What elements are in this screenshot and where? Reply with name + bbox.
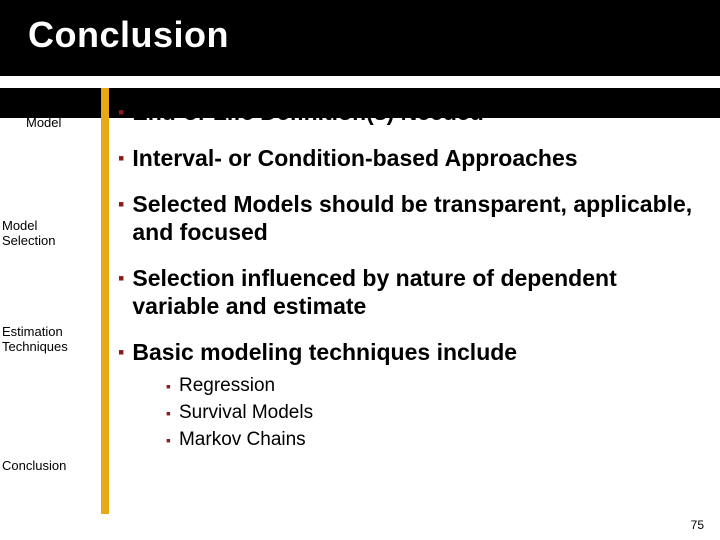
content-area: What to Model Model Selection Estimation… <box>0 88 720 540</box>
bullet-text: End-of-Life Definition(s) Needed <box>132 98 483 126</box>
sub-bullet-item: ▪ Regression <box>166 374 708 399</box>
outline-sidebar: What to Model Model Selection Estimation… <box>0 88 101 540</box>
page-number: 75 <box>691 518 704 532</box>
bullet-marker-icon: ▪ <box>166 401 171 425</box>
slide-title-bar: Conclusion <box>0 0 720 76</box>
bullet-text: Basic modeling techniques include <box>132 338 517 366</box>
bullet-text: Interval- or Condition-based Approaches <box>132 144 577 172</box>
sidebar-item-conclusion: Conclusion <box>2 458 97 474</box>
bullet-marker-icon: ▪ <box>118 338 124 366</box>
sidebar-item-what-to-model-line2: Model <box>2 115 97 131</box>
bullet-item: ▪ Selected Models should be transparent,… <box>118 190 708 246</box>
sidebar-item-model-selection: Model <box>2 218 97 234</box>
bullet-marker-icon: ▪ <box>118 144 124 172</box>
bullet-text: Selection influenced by nature of depend… <box>132 264 708 320</box>
sub-bullet-text: Markov Chains <box>179 428 306 453</box>
bullet-marker-icon: ▪ <box>166 428 171 452</box>
sidebar-item-estimation-techniques: Estimation <box>2 324 97 340</box>
sidebar-item-estimation-techniques-line2: Techniques <box>2 339 97 355</box>
bullet-marker-icon: ▪ <box>118 264 124 292</box>
bullet-item: ▪ End-of-Life Definition(s) Needed <box>118 98 708 126</box>
sub-bullet-item: ▪ Survival Models <box>166 401 708 426</box>
bullet-item: ▪ Basic modeling techniques include <box>118 338 708 366</box>
slide-title: Conclusion <box>28 14 229 55</box>
sub-bullet-text: Survival Models <box>179 401 313 426</box>
sub-bullet-item: ▪ Markov Chains <box>166 428 708 453</box>
bullet-marker-icon: ▪ <box>118 98 124 126</box>
bullet-item: ▪ Interval- or Condition-based Approache… <box>118 144 708 172</box>
bullet-marker-icon: ▪ <box>166 374 171 398</box>
sidebar-item-model-selection-line2: Selection <box>2 233 97 249</box>
bullet-item: ▪ Selection influenced by nature of depe… <box>118 264 708 320</box>
sidebar-item-what-to-model: What to <box>2 100 97 116</box>
main-bullets: ▪ End-of-Life Definition(s) Needed ▪ Int… <box>118 98 708 466</box>
header-gap <box>0 76 720 88</box>
sub-bullet-text: Regression <box>179 374 275 399</box>
vertical-divider <box>101 88 109 514</box>
bullet-text: Selected Models should be transparent, a… <box>132 190 708 246</box>
sub-bullet-list: ▪ Regression ▪ Survival Models ▪ Markov … <box>166 374 708 452</box>
bullet-marker-icon: ▪ <box>118 190 124 218</box>
